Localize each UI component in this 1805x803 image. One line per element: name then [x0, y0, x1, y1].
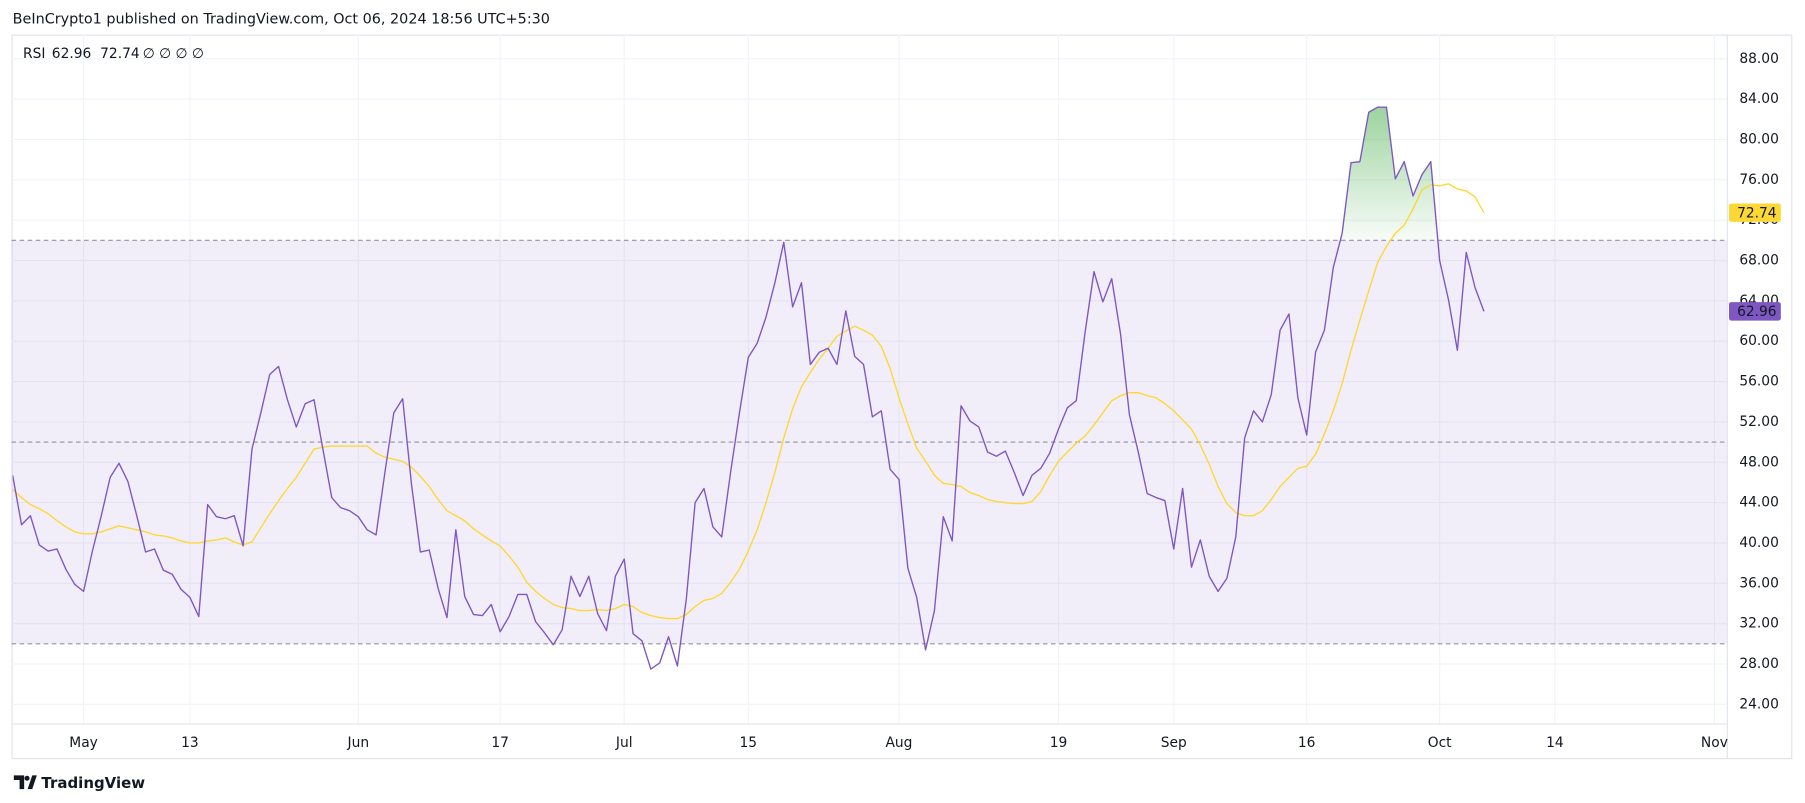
- tradingview-logo: [13, 775, 37, 790]
- x-tick-label: Jul: [615, 735, 633, 751]
- axes: 24.00 28.00 32.00 36.00 40.00 44.00 48.00 52.00…: [69, 51, 1781, 751]
- y-tick-label: 80.00: [1739, 131, 1778, 147]
- x-tick-label: Sep: [1161, 735, 1187, 751]
- series-line: [12, 106, 1485, 670]
- price-badge-label: 62.96: [1737, 304, 1776, 320]
- x-tick-label: Aug: [886, 735, 913, 751]
- price-badge: [1729, 302, 1781, 321]
- x-tick-label: Oct: [1428, 735, 1452, 751]
- y-tick-label: 76.00: [1739, 172, 1778, 188]
- y-tick-label: 48.00: [1739, 454, 1778, 470]
- legend-title: RSI: [23, 46, 45, 62]
- price-badge: [1729, 203, 1781, 222]
- x-tick-label: 16: [1298, 735, 1316, 751]
- plot-area: [12, 106, 1485, 670]
- x-tick-label: 15: [740, 735, 758, 751]
- y-tick-label: 68.00: [1739, 253, 1778, 269]
- x-tick-label: Jun: [347, 735, 370, 751]
- x-tick-label: Nov: [1701, 735, 1728, 751]
- y-tick-label: 84.00: [1739, 91, 1778, 107]
- y-tick-label: 52.00: [1739, 414, 1778, 430]
- legend-value: 72.74: [100, 46, 139, 62]
- rsi-bands: [11, 239, 1727, 645]
- y-tick-label: 88.00: [1739, 51, 1778, 67]
- y-tick-label: 24.00: [1739, 696, 1778, 712]
- pane-border: [11, 34, 1793, 760]
- y-tick-label: 40.00: [1739, 535, 1778, 551]
- legend-extra: ∅ ∅ ∅ ∅: [143, 46, 204, 62]
- y-tick-label: 44.00: [1739, 495, 1778, 511]
- price-badge-label: 72.74: [1737, 205, 1776, 221]
- publish-header: BeInCrypto1 published on TradingView.com…: [13, 12, 550, 28]
- x-tick-label: 19: [1050, 735, 1068, 751]
- y-tick-label: 32.00: [1739, 616, 1778, 632]
- x-tick-label: 13: [181, 735, 199, 751]
- grid: [11, 34, 1727, 724]
- y-tick-label: 60.00: [1739, 333, 1778, 349]
- x-tick-label: May: [69, 735, 98, 751]
- x-tick-label: 17: [491, 735, 509, 751]
- y-tick-label: 28.00: [1739, 656, 1778, 672]
- y-tick-label: 56.00: [1739, 374, 1778, 390]
- brand: TradingView: [41, 774, 145, 792]
- legend-value: 62.96: [52, 46, 91, 62]
- series-line: [12, 183, 1485, 620]
- x-tick-label: 14: [1546, 735, 1564, 751]
- y-tick-label: 36.00: [1739, 575, 1778, 591]
